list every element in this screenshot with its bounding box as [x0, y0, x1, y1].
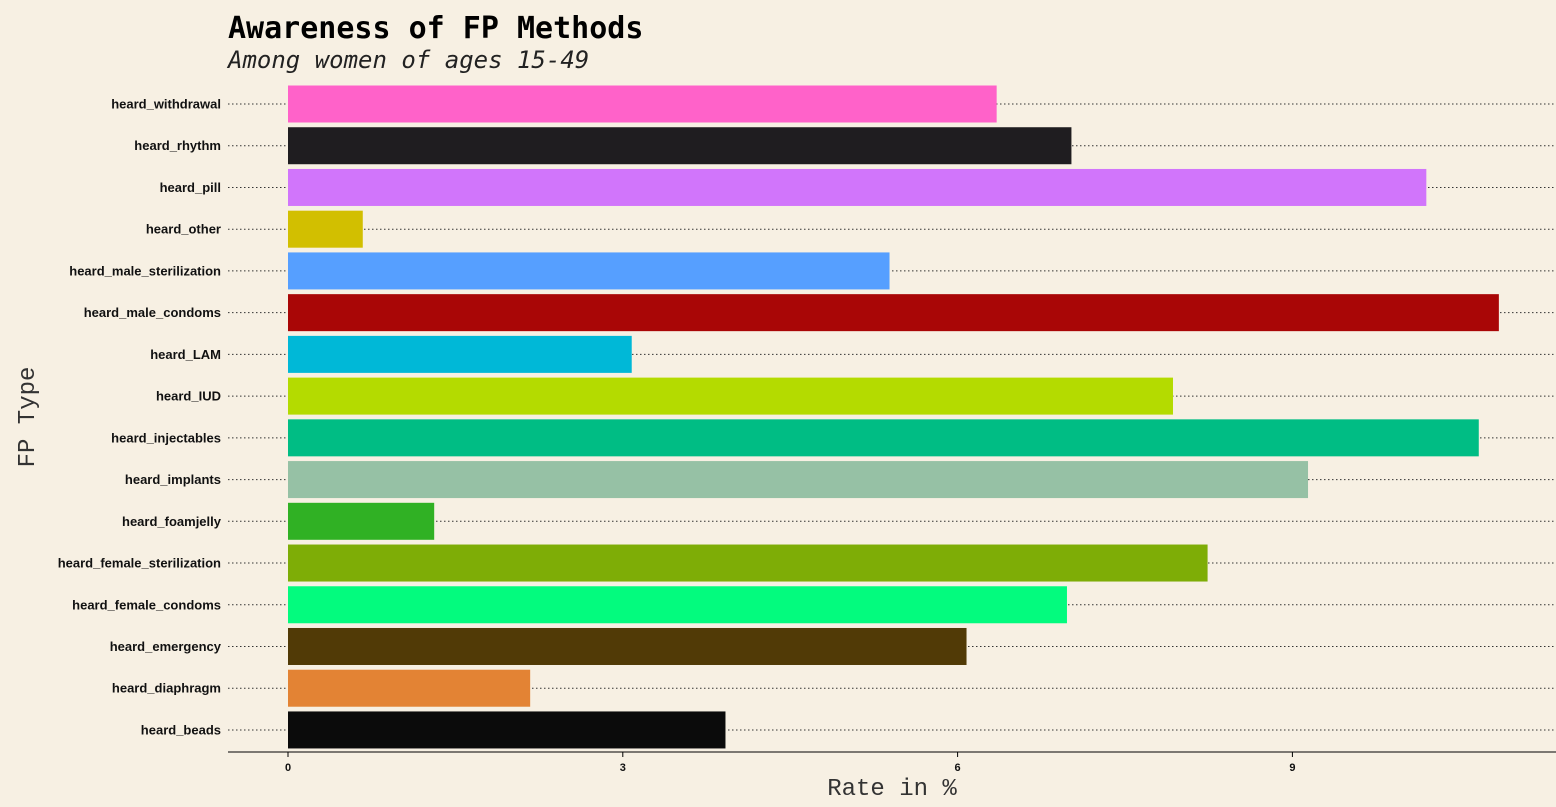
- category-label: heard_other: [146, 222, 221, 237]
- x-tick-label: 0: [285, 762, 291, 774]
- y-axis-title: FP Type: [15, 367, 42, 468]
- chart-subtitle: Among women of ages 15-49: [226, 46, 589, 74]
- x-tick-label: 6: [955, 762, 961, 774]
- bar-heard_emergency: [288, 627, 967, 665]
- category-label: heard_IUD: [156, 389, 221, 404]
- bar-heard_male_sterilization: [288, 252, 890, 290]
- x-tick-label: 3: [620, 762, 626, 774]
- bar-heard_pill: [288, 168, 1427, 206]
- bar-heard_implants: [288, 461, 1309, 499]
- category-label: heard_female_condoms: [72, 597, 221, 612]
- category-label: heard_rhythm: [134, 138, 221, 153]
- bar-heard_female_sterilization: [288, 544, 1208, 582]
- bar-heard_IUD: [288, 377, 1173, 415]
- category-label: heard_pill: [160, 180, 221, 195]
- category-label: heard_foamjelly: [122, 514, 222, 529]
- bar-heard_injectables: [288, 419, 1479, 457]
- bar-heard_withdrawal: [288, 85, 997, 123]
- category-label: heard_LAM: [150, 347, 221, 362]
- bar-heard_beads: [288, 711, 726, 749]
- category-label: heard_withdrawal: [111, 97, 221, 112]
- category-label: heard_female_sterilization: [58, 556, 221, 571]
- bar-heard_other: [288, 210, 363, 248]
- category-label: heard_male_condoms: [84, 305, 221, 320]
- category-label: heard_emergency: [110, 639, 222, 654]
- category-labels: heard_withdrawal heard_rhythm heard_pillhe…: [58, 97, 222, 738]
- bar-heard_LAM: [288, 335, 632, 373]
- x-tick-label: 9: [1289, 762, 1295, 774]
- category-label: heard_beads: [141, 722, 221, 737]
- chart-title: Awareness of FP Methods: [228, 11, 643, 46]
- bar-heard_rhythm: [288, 127, 1072, 165]
- category-label: heard_diaphragm: [112, 681, 221, 696]
- bar-heard_foamjelly: [288, 502, 435, 540]
- bar-heard_male_condoms: [288, 294, 1499, 332]
- category-label: heard_injectables: [111, 430, 221, 445]
- bar-heard_diaphragm: [288, 669, 531, 707]
- bars: [288, 85, 1499, 749]
- x-axis-title: Rate in %: [827, 776, 957, 803]
- category-label: heard_implants: [125, 472, 221, 487]
- bar-heard_female_condoms: [288, 586, 1067, 624]
- category-label: heard_male_sterilization: [69, 263, 221, 278]
- x-axis-ticks: 0 3 6 9: [285, 752, 1295, 774]
